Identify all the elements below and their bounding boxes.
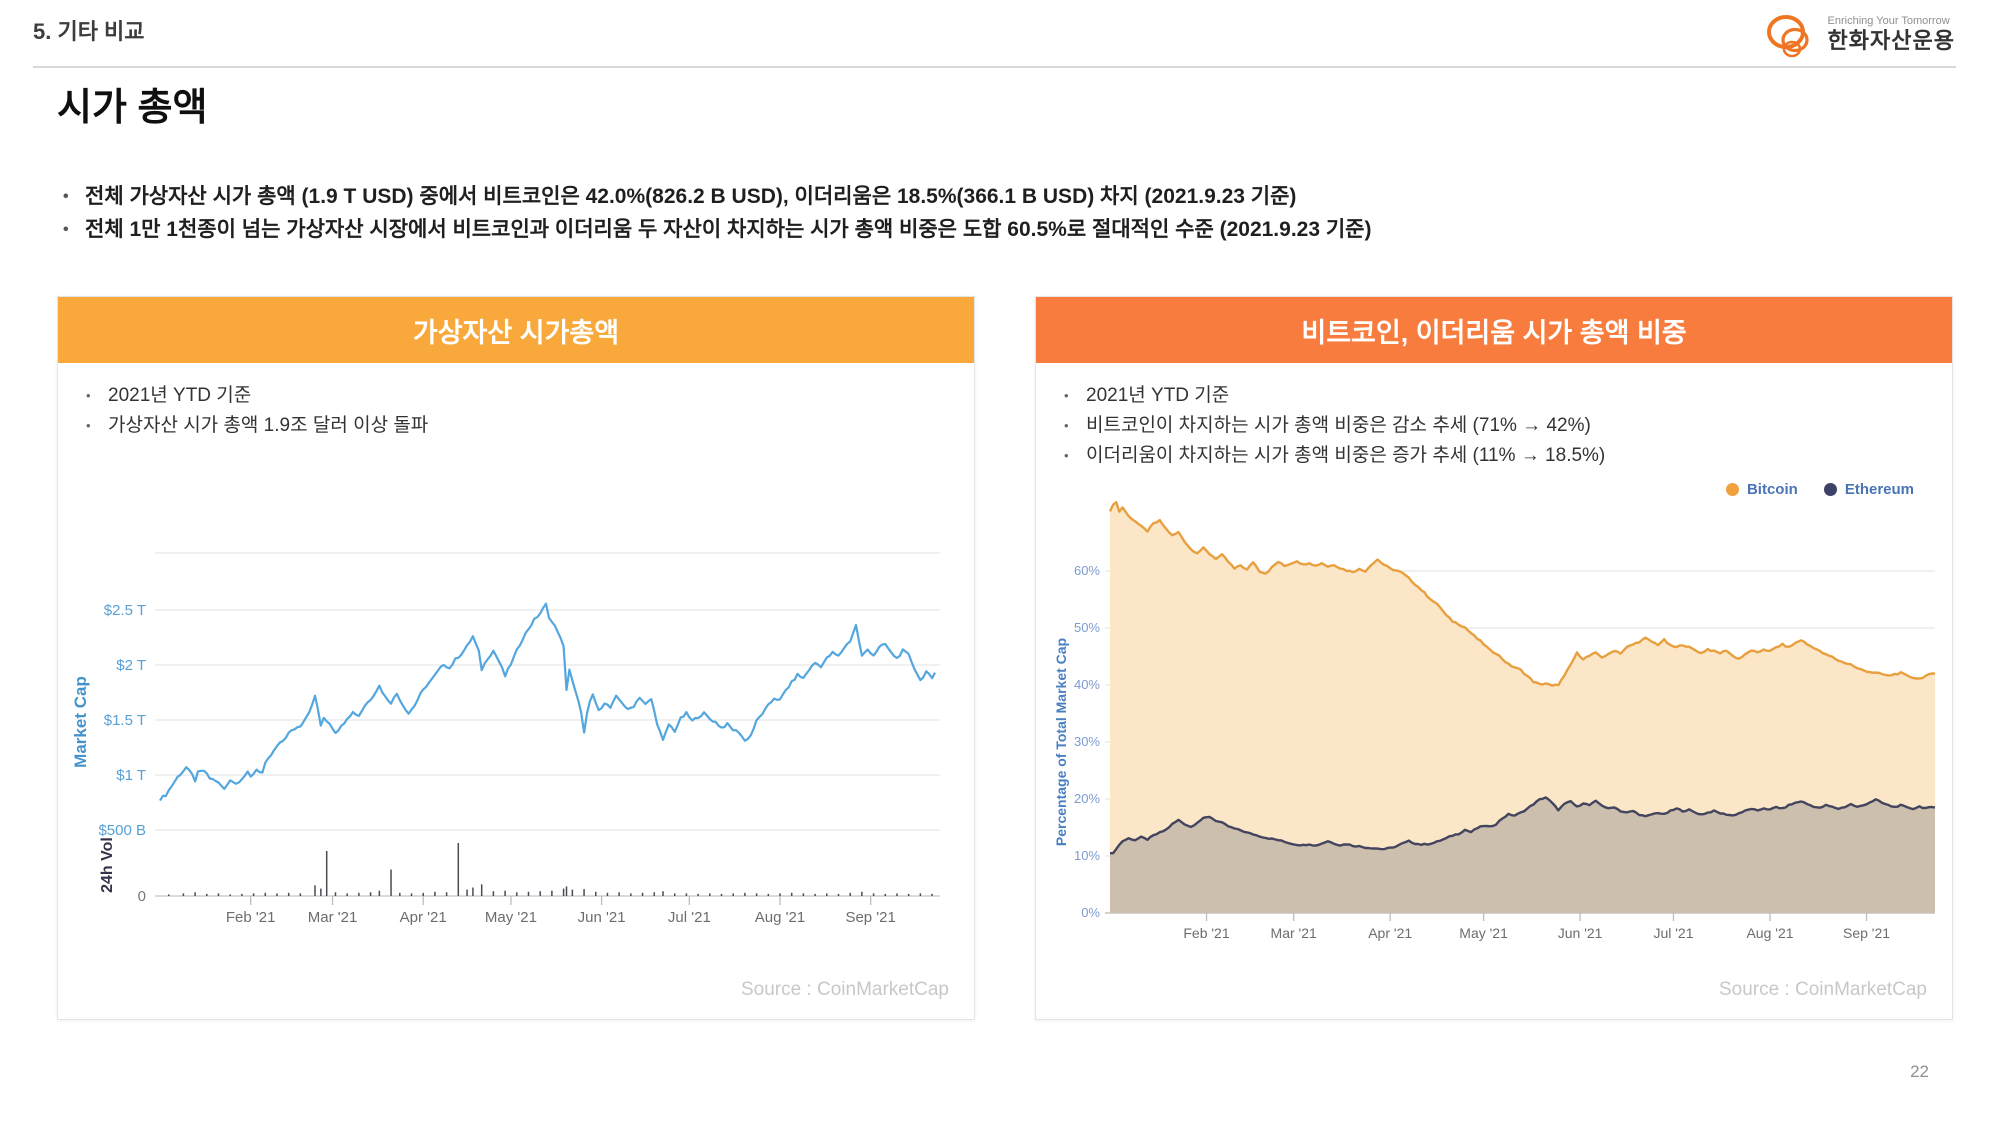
panel-bullet-list: 2021년 YTD 기준 비트코인이 차지하는 시가 총액 비중은 감소 추세 … — [1036, 381, 1952, 471]
svg-text:Jun '21: Jun '21 — [1558, 925, 1603, 941]
svg-text:Apr '21: Apr '21 — [1368, 925, 1412, 941]
svg-text:24h Vol: 24h Vol — [99, 837, 116, 893]
market-cap-chart: $2.5 T $2 T $1.5 T $1 T $500 B 0 Feb '21 Mar '2… — [72, 552, 940, 926]
svg-text:Mar '21: Mar '21 — [1271, 925, 1317, 941]
svg-text:10%: 10% — [1074, 848, 1100, 863]
svg-text:$500 B: $500 B — [98, 822, 146, 839]
svg-text:May '21: May '21 — [1459, 925, 1508, 941]
svg-text:Jul '21: Jul '21 — [668, 909, 711, 926]
svg-text:Apr '21: Apr '21 — [400, 909, 447, 926]
source-label: Source : CoinMarketCap — [740, 979, 949, 1000]
header-divider — [33, 66, 1956, 68]
panel-bullet: 2021년 YTD 기준 — [58, 381, 974, 411]
svg-text:Jun '21: Jun '21 — [578, 909, 626, 926]
intro-bullet: 전체 1만 1천종이 넘는 가상자산 시장에서 비트코인과 이더리움 두 자산이… — [57, 213, 1371, 246]
chart-legend: Bitcoin Ethereum — [1725, 481, 1914, 498]
svg-text:May '21: May '21 — [485, 909, 537, 926]
svg-text:Mar '21: Mar '21 — [308, 909, 358, 926]
panel-bullet: 이더리움이 차지하는 시가 총액 비중은 증가 추세 (11% → 18.5%) — [1036, 441, 1952, 471]
svg-text:30%: 30% — [1074, 734, 1100, 749]
svg-text:Sep '21: Sep '21 — [1843, 925, 1890, 941]
svg-text:60%: 60% — [1074, 563, 1100, 578]
svg-text:Market Cap: Market Cap — [72, 676, 90, 768]
legend-item-bitcoin: Bitcoin — [1725, 481, 1798, 498]
legend-item-ethereum: Ethereum — [1823, 481, 1914, 498]
section-label: 5. 기타 비교 — [33, 19, 145, 44]
svg-text:Jul '21: Jul '21 — [1653, 925, 1693, 941]
hanwha-logo-icon — [1766, 15, 1809, 58]
source-label: Source : CoinMarketCap — [1718, 979, 1927, 1000]
panel-bullet-list: 2021년 YTD 기준 가상자산 시가 총액 1.9조 달러 이상 돌파 — [58, 381, 974, 441]
intro-bullet: 전체 가상자산 시가 총액 (1.9 T USD) 중에서 비트코인은 42.0… — [57, 180, 1371, 213]
svg-text:0: 0 — [138, 888, 146, 905]
panel-header: 가상자산 시가총액 — [58, 297, 974, 363]
svg-text:Percentage of Total Market Cap: Percentage of Total Market Cap — [1053, 638, 1069, 846]
svg-text:50%: 50% — [1074, 620, 1100, 635]
svg-text:Sep '21: Sep '21 — [845, 909, 895, 926]
svg-text:20%: 20% — [1074, 791, 1100, 806]
page-title: 시가 총액 — [57, 87, 208, 129]
logo-tagline: Enriching Your Tomorrow — [1827, 15, 1950, 28]
panel-bullet: 가상자산 시가 총액 1.9조 달러 이상 돌파 — [58, 411, 974, 441]
panel-bullet: 비트코인이 차지하는 시가 총액 비중은 감소 추세 (71% → 42%) — [1036, 411, 1952, 441]
bitcoin-legend-dot-icon — [1725, 483, 1739, 496]
panel-market-cap: 가상자산 시가총액 2021년 YTD 기준 가상자산 시가 총액 1.9조 달… — [57, 296, 975, 1020]
hanwha-logo: Enriching Your Tomorrow 한화자산운용 — [1762, 8, 1955, 60]
ethereum-legend-label: Ethereum — [1844, 481, 1914, 498]
ethereum-legend-dot-icon — [1823, 483, 1837, 496]
svg-text:0%: 0% — [1081, 905, 1100, 920]
bitcoin-legend-label: Bitcoin — [1746, 481, 1798, 498]
logo-company: 한화자산운용 — [1827, 27, 1955, 53]
panel-header: 비트코인, 이더리움 시가 총액 비중 — [1036, 297, 1952, 363]
svg-text:Feb '21: Feb '21 — [226, 909, 276, 926]
svg-text:$1.5 T: $1.5 T — [104, 712, 146, 729]
panel-dominance: 비트코인, 이더리움 시가 총액 비중 2021년 YTD 기준 비트코인이 차… — [1035, 296, 1953, 1020]
page-number: 22 — [1910, 1062, 1929, 1081]
svg-text:$2 T: $2 T — [116, 657, 146, 674]
svg-text:$1 T: $1 T — [116, 767, 146, 784]
svg-text:$2.5 T: $2.5 T — [104, 602, 146, 619]
intro-bullet-list: 전체 가상자산 시가 총액 (1.9 T USD) 중에서 비트코인은 42.0… — [57, 180, 1371, 246]
panel-bullet: 2021년 YTD 기준 — [1036, 381, 1952, 411]
dominance-chart: 0% 10% 20% 30% 40% 50% 60% Feb '21 Mar '21 Apr '2… — [1053, 501, 1936, 941]
svg-text:40%: 40% — [1074, 677, 1100, 692]
svg-text:Aug '21: Aug '21 — [755, 909, 805, 926]
svg-text:Feb '21: Feb '21 — [1183, 925, 1229, 941]
svg-text:Aug '21: Aug '21 — [1746, 925, 1793, 941]
